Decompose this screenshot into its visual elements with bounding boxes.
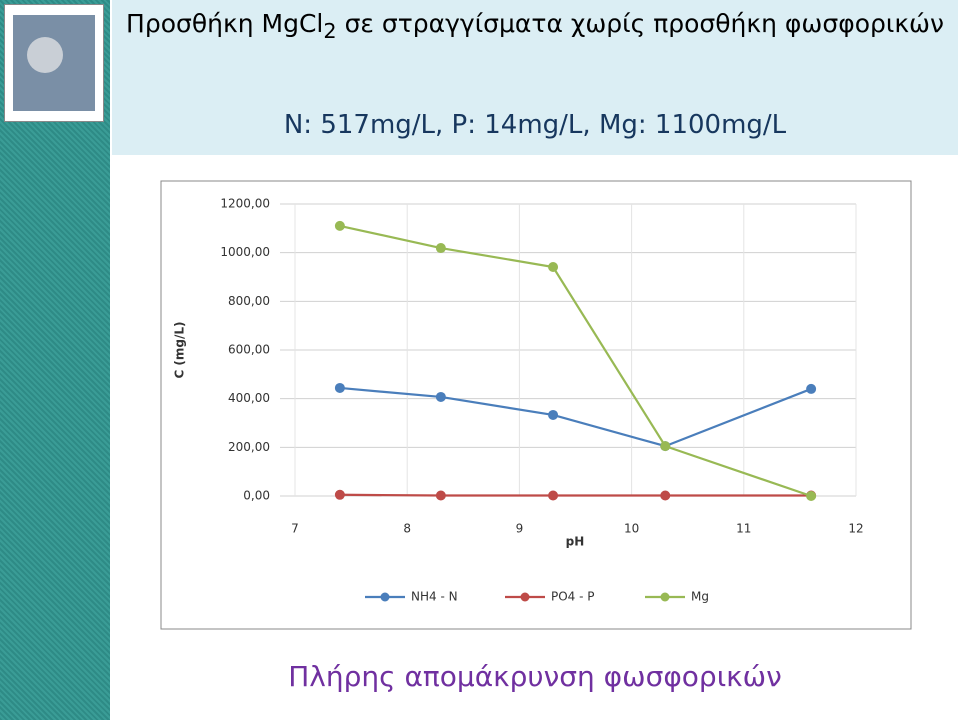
- logo: [4, 4, 104, 122]
- legend-marker: [660, 592, 670, 602]
- data-point: [660, 490, 671, 501]
- data-point: [548, 490, 559, 501]
- y-tick-label: 200,00: [228, 440, 270, 454]
- title-subscript: 2: [323, 19, 337, 43]
- y-tick-label: 1000,00: [220, 245, 270, 259]
- subtitle: N: 517mg/L, P: 14mg/L, Mg: 1100mg/L: [283, 110, 787, 140]
- footer: Πλήρης απομάκρυνση φωσφορικών: [288, 660, 782, 693]
- x-tick-label: 11: [736, 522, 751, 536]
- x-tick-label: 9: [516, 522, 524, 536]
- y-tick-label: 600,00: [228, 343, 270, 357]
- y-tick-label: 800,00: [228, 294, 270, 308]
- y-tick-label: 0,00: [243, 489, 270, 503]
- x-tick-label: 10: [624, 522, 639, 536]
- legend-marker: [520, 592, 530, 602]
- data-point: [660, 441, 671, 452]
- x-axis-label: pH: [566, 535, 585, 549]
- data-point: [806, 491, 817, 501]
- series-line: [339, 493, 812, 497]
- data-point: [334, 489, 345, 500]
- data-point: [548, 409, 559, 420]
- title: Προσθήκη MgCl2 σε στραγγίσματα χωρίς προ…: [112, 8, 958, 47]
- data-point: [435, 391, 446, 402]
- logo-shape: [27, 37, 63, 73]
- data-point: [334, 220, 345, 231]
- x-tick-label: 7: [291, 522, 299, 536]
- data-point: [334, 382, 345, 393]
- data-point: [435, 243, 446, 254]
- x-tick-label: 12: [848, 522, 863, 536]
- y-tick-label: 1200,00: [220, 197, 270, 211]
- data-point: [806, 383, 817, 394]
- y-tick-label: 400,00: [228, 391, 270, 405]
- legend-label: Mg: [691, 590, 709, 604]
- legend-label: PO4 - P: [551, 590, 595, 604]
- legend-label: NH4 - N: [411, 590, 458, 604]
- legend-marker: [380, 592, 390, 602]
- title-text: σε στραγγίσματα χωρίς προσθήκη φωσφορικώ…: [336, 9, 944, 38]
- chart-frame: [160, 180, 912, 630]
- data-point: [435, 490, 446, 501]
- y-axis-label: C (mg/L): [173, 321, 187, 378]
- title-text: Προσθήκη MgCl: [126, 9, 324, 38]
- logo-graphic: [13, 15, 95, 111]
- x-tick-label: 8: [403, 522, 411, 536]
- data-point: [548, 262, 559, 273]
- header: Προσθήκη MgCl2 σε στραγγίσματα χωρίς προ…: [112, 0, 958, 155]
